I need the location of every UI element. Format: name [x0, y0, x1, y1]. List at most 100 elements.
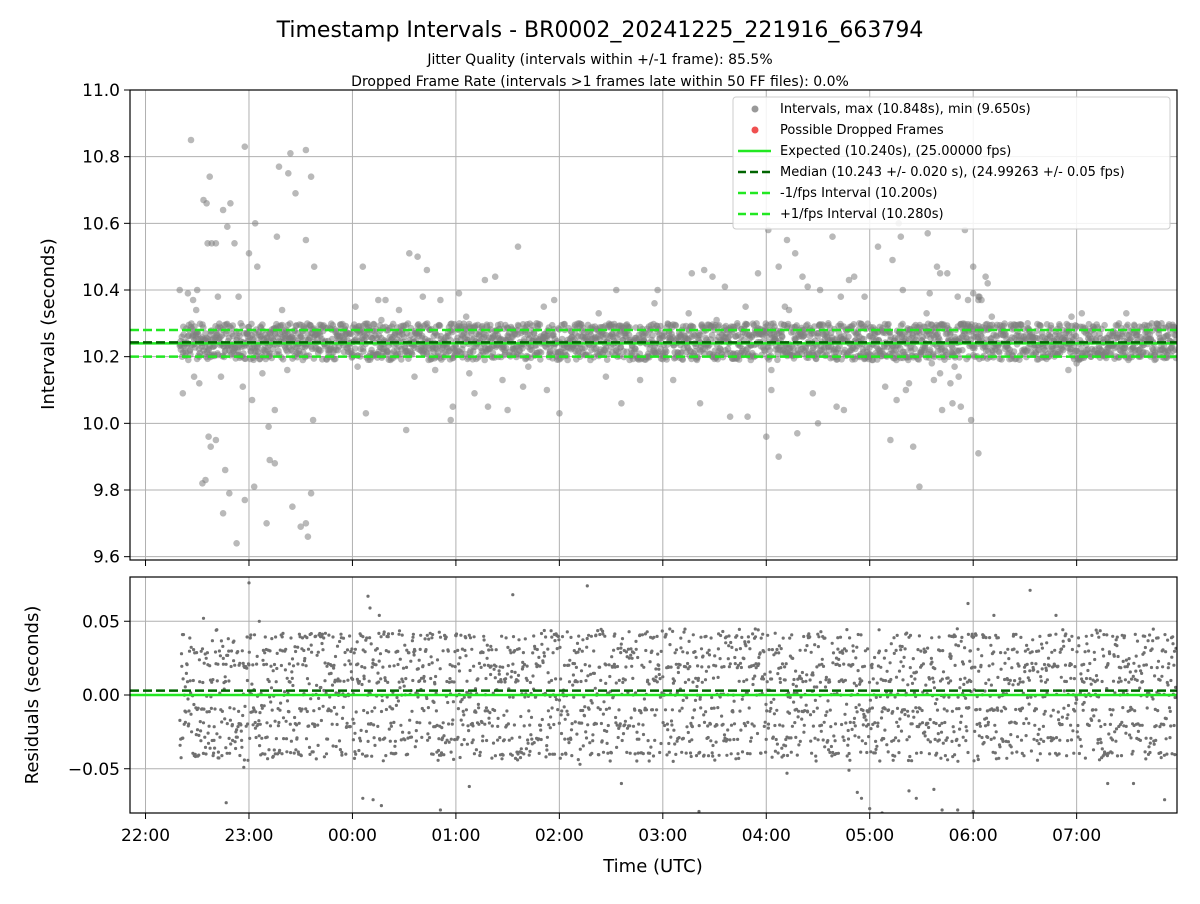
residual-point — [219, 654, 222, 657]
residual-point — [897, 751, 900, 754]
residual-point — [241, 649, 244, 652]
residual-point — [608, 707, 611, 710]
residual-point — [397, 633, 400, 636]
residual-point — [792, 683, 795, 686]
residual-point — [778, 723, 781, 726]
residual-point — [432, 753, 435, 756]
interval-outlier-point — [249, 397, 256, 404]
residual-point — [637, 752, 640, 755]
residual-point — [854, 724, 857, 727]
residual-point — [687, 731, 690, 734]
residual-point — [674, 753, 677, 756]
residual-point — [307, 724, 310, 727]
residual-point — [398, 629, 401, 632]
residual-point — [602, 700, 605, 703]
residual-point — [646, 630, 649, 633]
residual-point — [791, 657, 794, 660]
residual-point — [733, 700, 736, 703]
residual-point — [608, 663, 611, 666]
interval-outlier-point — [375, 297, 382, 304]
residual-point — [867, 723, 870, 726]
residual-point — [238, 754, 241, 757]
residual-point — [738, 628, 741, 631]
residual-point — [698, 751, 701, 754]
residual-point — [704, 710, 707, 713]
residual-point — [253, 633, 256, 636]
residual-point — [379, 677, 382, 680]
residual-point — [266, 736, 269, 739]
residual-point — [490, 757, 493, 760]
residual-point — [852, 650, 855, 653]
residual-point — [956, 760, 959, 763]
residual-point — [220, 754, 223, 757]
residual-point — [413, 649, 416, 652]
residual-point — [838, 664, 841, 667]
residual-point — [957, 707, 960, 710]
ytick-label: 10.6 — [82, 214, 120, 234]
residual-point — [301, 708, 304, 711]
interval-outlier-point — [463, 313, 470, 320]
interval-point — [343, 323, 350, 330]
residual-point — [765, 709, 768, 712]
residual-point — [967, 633, 970, 636]
residual-point — [718, 754, 721, 757]
residual-point — [740, 636, 743, 639]
residual-point — [181, 737, 184, 740]
interval-outlier-point — [887, 437, 894, 444]
residual-point — [360, 683, 363, 686]
residual-point — [265, 721, 268, 724]
residual-point — [388, 728, 391, 731]
residual-point — [691, 725, 694, 728]
residual-point — [393, 745, 396, 748]
residual-point — [550, 679, 553, 682]
xtick-label: 22:00 — [121, 826, 170, 846]
residual-point — [372, 658, 375, 661]
residual-point — [883, 729, 886, 732]
residual-point — [462, 713, 465, 716]
residual-point — [932, 681, 935, 684]
residual-point — [775, 648, 778, 651]
residual-point — [843, 713, 846, 716]
residual-point — [763, 673, 766, 676]
residual-point — [603, 635, 606, 638]
residual-point — [429, 677, 432, 680]
residual-point — [474, 711, 477, 714]
residual-point — [501, 666, 504, 669]
residual-point — [350, 670, 353, 673]
residual-point — [810, 651, 813, 654]
residual-point — [946, 736, 949, 739]
residual-point — [580, 669, 583, 672]
residual-point — [797, 710, 800, 713]
residual-point — [344, 651, 347, 654]
residual-point — [677, 671, 680, 674]
residual-point — [528, 750, 531, 753]
residual-point — [682, 631, 685, 634]
residual-point — [527, 709, 530, 712]
residual-point — [564, 718, 567, 721]
residual-point — [232, 640, 235, 643]
residual-point — [292, 729, 295, 732]
residual-point — [372, 723, 375, 726]
residual-point — [223, 717, 226, 720]
interval-outlier-point — [654, 287, 661, 294]
interval-outlier-point — [982, 273, 989, 280]
residual-point — [666, 728, 669, 731]
residual-point — [545, 744, 548, 747]
residual-point — [494, 665, 497, 668]
residual-point — [381, 699, 384, 702]
residual-point — [197, 707, 200, 710]
residual-point — [199, 720, 202, 723]
residual-point — [339, 679, 342, 682]
residual-point — [218, 649, 221, 652]
residual-point — [538, 752, 541, 755]
residual-point — [247, 663, 250, 666]
residual-point — [361, 635, 364, 638]
residual-point — [306, 710, 309, 713]
residual-point — [911, 722, 914, 725]
residual-point — [437, 749, 440, 752]
residual-point — [447, 650, 450, 653]
residual-point — [434, 675, 437, 678]
residual-point — [273, 748, 276, 751]
residual-point — [848, 759, 851, 762]
residual-point — [265, 663, 268, 666]
